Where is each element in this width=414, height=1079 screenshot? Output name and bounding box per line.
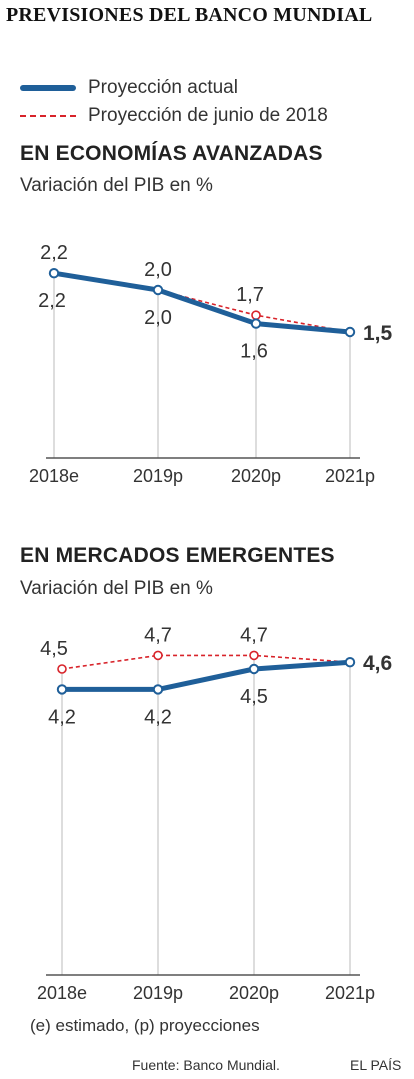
x-tick-label: 2020p	[229, 983, 279, 1003]
chart2-title: EN MERCADOS EMERGENTES	[20, 544, 335, 567]
series-june-line	[61, 654, 351, 670]
data-label-current: 2,0	[144, 307, 172, 329]
x-tick-label: 2020p	[231, 466, 281, 486]
series-current-point	[344, 326, 356, 338]
data-label-june: 4,7	[240, 624, 268, 646]
series-current-point	[152, 284, 164, 296]
series-current-point	[152, 684, 164, 695]
series-june-point	[57, 664, 67, 674]
data-label-june: 2,0	[144, 259, 172, 281]
series-current-point	[48, 268, 60, 279]
series-current-point	[250, 318, 262, 329]
x-tick-label: 2021p	[325, 983, 375, 1003]
brand-logo-text: EL PAÍS	[350, 1057, 402, 1073]
data-label-current: 1,6	[240, 341, 268, 363]
series-june-point	[249, 650, 259, 661]
series-current-point	[344, 657, 356, 668]
data-label-current: 1,5	[363, 322, 393, 345]
chart1-title: EN ECONOMÍAS AVANZADAS	[20, 142, 323, 165]
data-label-june: 1,7	[236, 284, 264, 306]
series-current-point	[248, 663, 260, 675]
data-label-june: 4,7	[144, 624, 172, 646]
data-label-current: 2,2	[38, 290, 66, 312]
legend-swatch-dashed	[20, 115, 76, 117]
legend-item-june: Proyección de junio de 2018	[20, 103, 328, 129]
data-label-current: 4,5	[240, 686, 268, 708]
legend-label-current: Proyección actual	[88, 77, 238, 98]
x-tick-label: 2018e	[29, 466, 79, 486]
x-tick-label: 2021p	[325, 466, 375, 486]
footnote: (e) estimado, (p) proyecciones	[30, 1016, 260, 1035]
legend-item-current: Proyección actual	[20, 75, 238, 101]
legend-label-june: Proyección de junio de 2018	[88, 105, 328, 126]
series-current-line	[51, 270, 353, 335]
chart1-subtitle: Variación del PIB en %	[20, 175, 213, 196]
page-title: PREVISIONES DEL BANCO MUNDIAL	[6, 4, 373, 26]
data-label-current: 4,2	[144, 706, 172, 728]
series-june-point	[251, 310, 261, 320]
series-current-line	[59, 659, 353, 692]
series-june-point	[153, 650, 163, 661]
series-current-point	[56, 684, 68, 695]
chart-advanced-economies: 2018e 2019p 2020p 2021p 2,2 2,2 2,0 2,0 1,7 1,6 1,…	[29, 242, 393, 486]
chart2-subtitle: Variación del PIB en %	[20, 578, 213, 599]
x-tick-label: 2019p	[133, 466, 183, 486]
x-tick-label: 2019p	[133, 983, 183, 1003]
x-tick-label: 2018e	[37, 983, 87, 1003]
data-label-june: 4,5	[40, 638, 68, 660]
data-label-june: 2,2	[40, 242, 68, 264]
data-label-current: 4,6	[363, 652, 392, 675]
chart-emerging-markets: 2018e 2019p 2020p 2021p 4,5 4,2 4,7 4,2 4,7 4,5 4,…	[37, 624, 392, 1003]
data-label-current: 4,2	[48, 706, 76, 728]
legend-swatch-solid	[20, 85, 76, 91]
source-note: Fuente: Banco Mundial.	[132, 1057, 280, 1073]
